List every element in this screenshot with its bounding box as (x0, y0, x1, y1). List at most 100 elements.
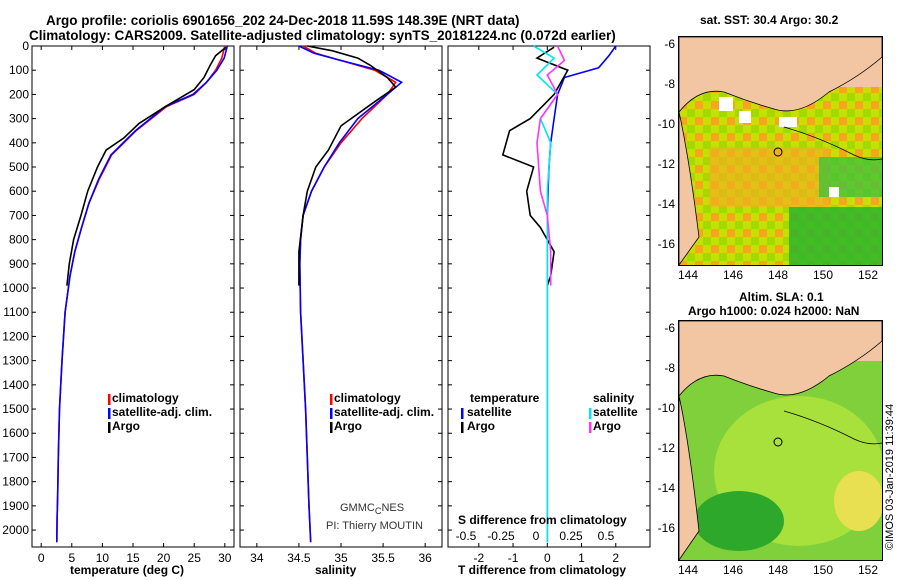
panel-frame-difference (447, 45, 651, 548)
diff-legend-s-argo: Argo (593, 419, 621, 433)
ytick-label: 1700 (2, 450, 29, 464)
sla-map-image (679, 321, 882, 560)
legend-swatch-1 (108, 408, 111, 419)
legend-swatch-2 (108, 422, 111, 433)
xtick-label: 15 (126, 551, 140, 565)
ytick-label: 400 (9, 136, 29, 150)
legend-swatch-9 (589, 422, 592, 433)
gmmc-credit: GMMCCNES (340, 502, 405, 517)
sal-legend-clim: climatology (334, 391, 401, 405)
series-line-temperature-0 (56, 45, 226, 543)
xtick-label: 25 (188, 551, 202, 565)
stick-label: -0.5 (456, 529, 477, 543)
sla-map-ytick: -14 (658, 481, 676, 495)
sst-map-argo-marker (773, 147, 783, 157)
stick-label: 0.25 (559, 529, 583, 543)
sst-map (678, 36, 883, 266)
legend-swatch-8 (589, 408, 592, 419)
sst-map-ytick: -16 (658, 237, 676, 251)
diff-legend-t-argo: Argo (467, 419, 495, 433)
sla-map (678, 320, 883, 561)
sst-map-ytick: -10 (658, 117, 676, 131)
ytick-label: 900 (9, 257, 29, 271)
xtick-label: 30 (218, 551, 232, 565)
sla-map-ytick: -10 (658, 401, 676, 415)
series-line-salinity-1 (298, 45, 404, 543)
legend-swatch-0 (108, 394, 111, 405)
sst-map-xtick: 148 (768, 268, 788, 282)
sst-map-image (679, 37, 882, 265)
ytick-label: 0 (22, 39, 29, 53)
xtick-label: 10 (96, 551, 110, 565)
xtick-label: -2 (473, 551, 484, 565)
sst-map-ytick: -12 (658, 157, 676, 171)
sla-map-title-1: Altim. SLA: 0.1 (739, 290, 824, 304)
series-line-difference-0 (546, 45, 617, 543)
sal-legend-sat: satellite-adj. clim. (334, 405, 435, 419)
series-line-salinity-2 (298, 45, 397, 286)
ytick-label: 500 (9, 160, 29, 174)
ytick-label: 800 (9, 233, 29, 247)
xtick-label: 20 (157, 551, 171, 565)
xtick-label: 36 (418, 551, 432, 565)
legend-swatch-4 (330, 408, 333, 419)
temp-legend-argo: Argo (112, 419, 140, 433)
sla-map-xtick: 152 (858, 563, 878, 577)
title-line-2: Climatology: CARS2009. Satellite-adjuste… (29, 28, 616, 43)
series-line-temperature-2 (66, 46, 227, 286)
sla-map-ytick: -12 (658, 441, 676, 455)
stick-label: 0 (533, 529, 540, 543)
xtick-label: 0 (38, 551, 45, 565)
diff-legend-s-sat: satellite (593, 405, 638, 419)
ytick-label: 100 (9, 63, 29, 77)
ytick-label: 1400 (2, 378, 29, 392)
ytick-label: 600 (9, 184, 29, 198)
ytick-label: 1600 (2, 426, 29, 440)
xtick-label: 0 (544, 551, 551, 565)
stick-label: 0.5 (598, 529, 615, 543)
ytick-label: 200 (9, 87, 29, 101)
diff-xlabel-s: S difference from climatology (458, 513, 627, 527)
sst-map-ytick: -8 (664, 77, 675, 91)
sst-map-xtick: 144 (678, 268, 698, 282)
series-line-difference-3 (536, 45, 566, 286)
sal-xlabel: salinity (315, 563, 357, 577)
sal-legend-argo: Argo (334, 419, 362, 433)
sst-map-title: sat. SST: 30.4 Argo: 30.2 (700, 13, 839, 27)
legend-swatch-6 (461, 408, 464, 419)
pi-credit: PI: Thierry MOUTIN (326, 520, 423, 532)
diff-legend-t-sat: satellite (467, 405, 512, 419)
ytick-label: 1500 (2, 402, 29, 416)
panel-frame-temperature (31, 45, 235, 548)
xtick-label: 34.5 (287, 551, 311, 565)
xtick-label: 1 (578, 551, 585, 565)
sla-map-ytick: -8 (664, 361, 675, 375)
ytick-label: 1200 (2, 329, 29, 343)
temp-xlabel: temperature (deg C) (70, 563, 185, 577)
stick-label: -0.25 (487, 529, 515, 543)
title-line-1: Argo profile: coriolis 6901656_202 24-De… (46, 13, 520, 28)
xtick-label: 35.5 (371, 551, 395, 565)
ytick-label: 1900 (2, 499, 29, 513)
sla-map-title-2: Argo h1000: 0.024 h2000: NaN (688, 304, 860, 318)
sla-map-xtick: 146 (723, 563, 743, 577)
panel-frame-salinity (239, 45, 443, 548)
ytick-label: 1000 (2, 281, 29, 295)
sst-map-xtick: 152 (858, 268, 878, 282)
ytick-label: 700 (9, 208, 29, 222)
sst-map-ytick: -6 (664, 37, 675, 51)
sla-map-xtick: 148 (768, 563, 788, 577)
temp-legend-clim: climatology (112, 391, 179, 405)
diff-legend-sal-header: salinity (593, 391, 635, 405)
sst-map-ytick: -14 (658, 197, 676, 211)
sla-map-xtick: 144 (678, 563, 698, 577)
ytick-label: 300 (9, 112, 29, 126)
xtick-label: 34 (250, 551, 264, 565)
series-line-difference-1 (501, 46, 569, 286)
xtick-label: 2 (612, 551, 619, 565)
ytick-label: 2000 (2, 523, 29, 537)
ytick-label: 1300 (2, 354, 29, 368)
legend-swatch-7 (461, 422, 464, 433)
ytick-label: 1800 (2, 475, 29, 489)
